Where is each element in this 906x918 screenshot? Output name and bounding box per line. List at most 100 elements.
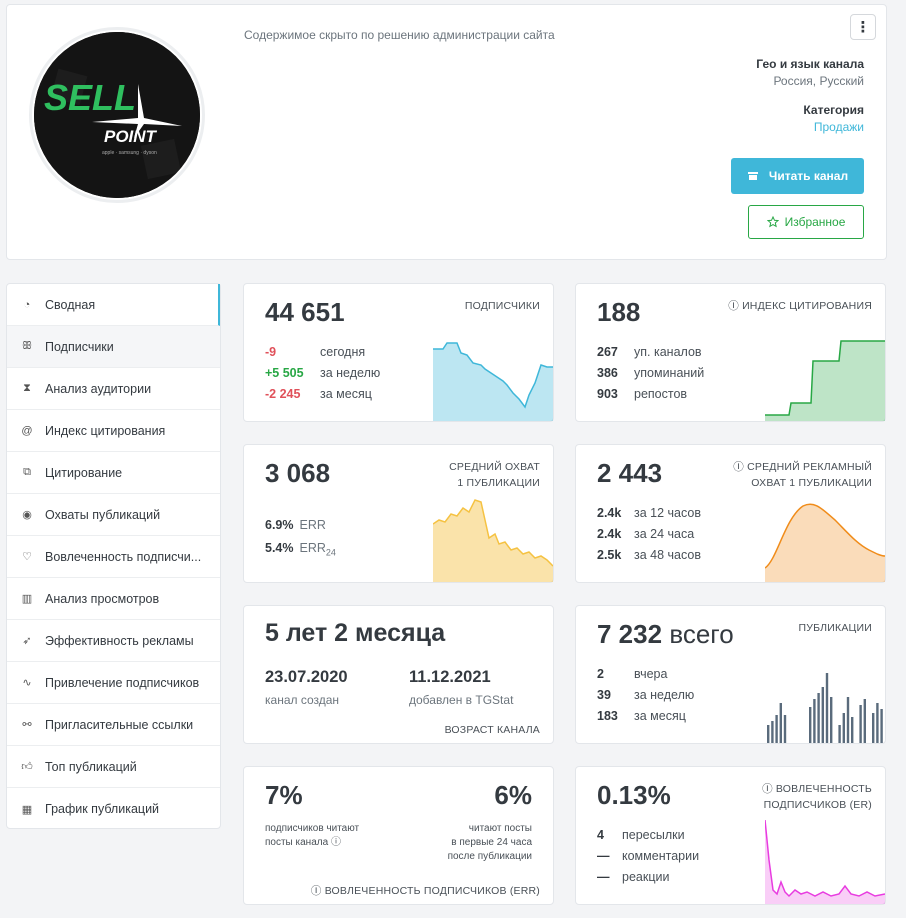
sidebar-item-label: Эффективность рекламы bbox=[45, 633, 194, 648]
heart-hand-icon: ♡ bbox=[22, 551, 32, 563]
posts-bar bbox=[783, 715, 787, 743]
sidebar-item-label: Топ публикаций bbox=[45, 759, 137, 774]
posts-bar bbox=[846, 697, 850, 743]
sidebar-item-label: Анализ аудитории bbox=[45, 381, 152, 396]
channel-age-title: возраст канала bbox=[444, 724, 540, 736]
sidebar-nav: ◔ Сводная ꕥ Подписчики ⧗ Анализ аудитории @… bbox=[6, 283, 221, 829]
sidebar-item-summary[interactable]: ◔ Сводная bbox=[7, 284, 220, 326]
sidebar-item-label: Анализ просмотров bbox=[45, 591, 160, 606]
posts-bar bbox=[872, 713, 875, 743]
channel-avatar[interactable]: SELL POINT apple · samsung · dyson bbox=[34, 32, 200, 198]
info-icon: ⓘ bbox=[330, 837, 341, 848]
channel-age-card[interactable]: 5 лет 2 месяца 23.07.2020 канал создан 1… bbox=[243, 605, 554, 744]
logo-text-sell: SELL bbox=[44, 77, 136, 118]
sell-point-logo: SELL POINT apple · samsung · dyson bbox=[34, 32, 200, 198]
logo-tagline: apple · samsung · dyson bbox=[102, 150, 157, 156]
citation-index-sparkline bbox=[765, 340, 885, 421]
posts-bar bbox=[813, 699, 816, 743]
star-icon bbox=[766, 216, 779, 228]
hourglass-icon: ⧗ bbox=[23, 382, 31, 394]
subscribers-card[interactable]: 44 651 подписчики -9 сегодня +5 505 за нед… bbox=[243, 283, 554, 422]
sidebar-item-label: График публикаций bbox=[45, 802, 160, 816]
tray-icon bbox=[747, 172, 758, 180]
er-sparkline bbox=[765, 820, 885, 904]
subscribers-sparkline bbox=[433, 342, 553, 421]
sidebar-item-subscribers[interactable]: ꕥ Подписчики bbox=[7, 326, 220, 368]
favorite-label: Избранное bbox=[784, 215, 846, 229]
sidebar-item-schedule[interactable]: ▦ График публикаций bbox=[7, 788, 220, 830]
posts-bar bbox=[771, 721, 774, 743]
created-label: канал создан bbox=[265, 693, 340, 707]
rocket-icon: ➶ bbox=[22, 635, 32, 647]
sidebar-item-citation-index[interactable]: @ Индекс цитирования bbox=[7, 410, 220, 452]
channel-header-card: SELL POINT apple · samsung · dyson Содер… bbox=[6, 4, 887, 260]
at-icon: @ bbox=[21, 424, 33, 437]
avg-reach-card[interactable]: 3 068 средний охват 1 публикации 6.9% ERR … bbox=[243, 444, 554, 583]
link-icon: ⚯ bbox=[22, 719, 32, 731]
geo-value: Россия, Русский bbox=[773, 74, 864, 88]
er-forwards-row: 4 пересылки bbox=[597, 828, 685, 842]
posts-title: публикации bbox=[798, 622, 872, 634]
subscribers-week-row: +5 505 за неделю bbox=[265, 366, 381, 380]
avg-reach-sparkline bbox=[433, 499, 553, 582]
posts-bar bbox=[863, 699, 866, 743]
sidebar-item-ads[interactable]: ➶ Эффективность рекламы bbox=[7, 620, 220, 662]
read-channel-button[interactable]: Читать канал bbox=[731, 158, 864, 194]
sidebar-item-engagement[interactable]: ♡ Вовлеченность подписчи... bbox=[7, 536, 220, 578]
posts-card[interactable]: 7 232 всего публикации 2 вчера 39 за недел… bbox=[575, 605, 886, 744]
posts-week-row: 39 за неделю bbox=[597, 688, 695, 702]
citation-channels-row: 267 уп. каналов bbox=[597, 345, 702, 359]
er-reactions-row: — реакции bbox=[597, 870, 670, 884]
kebab-icon: ⋮ bbox=[855, 19, 871, 36]
ad-reach-card[interactable]: 2 443 ⓘ средний рекламный охват 1 публика… bbox=[575, 444, 886, 583]
err-right-caption: читают посты в первые 24 часа после публик… bbox=[447, 823, 532, 862]
err-right-value: 6% bbox=[494, 780, 532, 810]
favorite-button[interactable]: Избранное bbox=[748, 205, 864, 239]
posts-bar bbox=[779, 703, 782, 743]
copy-icon: ⧉ bbox=[23, 466, 31, 478]
sidebar-item-top-posts[interactable]: 👍︎ Топ публикаций bbox=[7, 746, 220, 788]
ad-reach-sparkline bbox=[765, 503, 885, 582]
citation-index-value: 188 bbox=[597, 297, 641, 327]
logo-text-point: POINT bbox=[104, 127, 158, 146]
sidebar-item-invite-links[interactable]: ⚯ Пригласительные ссылки bbox=[7, 704, 220, 746]
bar-chart-icon: ▥ bbox=[21, 593, 33, 605]
info-icon: ⓘ bbox=[728, 300, 743, 312]
posts-bar bbox=[880, 709, 883, 743]
subscribers-today-row: -9 сегодня bbox=[265, 345, 366, 359]
category-link[interactable]: Продажи bbox=[813, 120, 864, 134]
citation-index-card[interactable]: 188 ⓘ индекс цитирования 267 уп. каналов … bbox=[575, 283, 886, 422]
sidebar-item-acquisition[interactable]: ∿ Привлечение подписчиков bbox=[7, 662, 220, 704]
sidebar-item-views[interactable]: ▥ Анализ просмотров bbox=[7, 578, 220, 620]
thumbs-up-icon: 👍︎ bbox=[21, 761, 33, 773]
info-icon: ⓘ bbox=[310, 885, 325, 897]
sidebar-item-audience[interactable]: ⧗ Анализ аудитории bbox=[7, 368, 220, 410]
added-date: 11.12.2021 bbox=[409, 668, 491, 686]
sidebar-item-label: Цитирование bbox=[45, 465, 123, 480]
posts-month-row: 183 за месяц bbox=[597, 709, 686, 723]
sidebar-item-label: Привлечение подписчиков bbox=[45, 675, 200, 690]
err-card[interactable]: 7% 6% подписчиков читают посты канала ⓘ ч… bbox=[243, 766, 554, 905]
posts-bar bbox=[830, 697, 833, 743]
ad-reach-24h-row: 2.4k за 24 часа bbox=[597, 527, 695, 541]
citation-reposts-row: 903 репостов bbox=[597, 387, 688, 401]
channel-age-value: 5 лет 2 месяца bbox=[265, 619, 446, 647]
citation-index-title: ⓘ индекс цитирования bbox=[728, 300, 872, 312]
err-card-title: ⓘ вовлеченность подписчиков (ERR) bbox=[310, 885, 540, 897]
er-title: ⓘ вовлеченность подписчиков (ER) bbox=[762, 783, 872, 811]
hidden-content-note: Содержимое скрыто по решению администрац… bbox=[244, 28, 555, 42]
posts-bar bbox=[767, 725, 770, 743]
sidebar-item-label: Охваты публикаций bbox=[45, 507, 161, 522]
created-date: 23.07.2020 bbox=[265, 668, 348, 686]
info-icon: ⓘ bbox=[762, 783, 776, 795]
subscribers-month-row: -2 245 за месяц bbox=[265, 387, 372, 401]
er-card[interactable]: 0.13% ⓘ вовлеченность подписчиков (ER) 4п… bbox=[575, 766, 886, 905]
sidebar-item-reach[interactable]: ◉ Охваты публикаций bbox=[7, 494, 220, 536]
subscribers-value: 44 651 bbox=[265, 297, 345, 327]
more-menu-button[interactable]: ⋮ bbox=[850, 14, 876, 40]
sidebar-item-citations[interactable]: ⧉ Цитирование bbox=[7, 452, 220, 494]
posts-bar bbox=[817, 693, 820, 743]
citation-mentions-row: 386 упоминаний bbox=[597, 366, 705, 380]
err-row: 6.9% ERR bbox=[265, 518, 326, 532]
posts-bar bbox=[851, 717, 854, 743]
